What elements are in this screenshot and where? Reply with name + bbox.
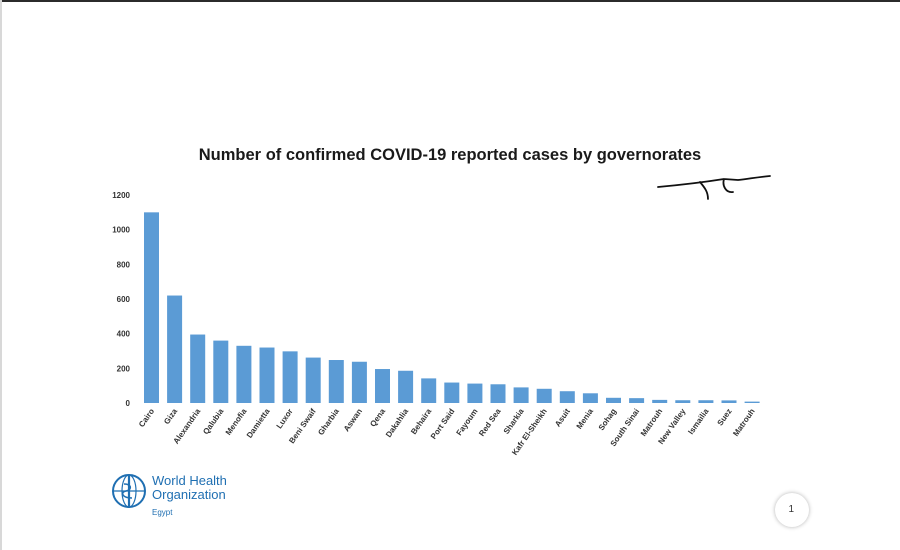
x-tick-label: Qena bbox=[368, 407, 387, 429]
bar bbox=[698, 400, 714, 403]
bar bbox=[536, 388, 552, 403]
page-button[interactable]: 1 bbox=[775, 493, 809, 527]
y-tick-label: 1200 bbox=[112, 191, 130, 200]
bar bbox=[744, 401, 760, 403]
bar bbox=[513, 387, 529, 403]
chart-title: Number of confirmed COVID-19 reported ca… bbox=[198, 146, 702, 164]
bar bbox=[421, 378, 437, 403]
bar bbox=[398, 370, 414, 403]
x-tick-label: Giza bbox=[162, 407, 179, 426]
bar bbox=[282, 351, 298, 403]
who-emblem-icon bbox=[112, 474, 146, 508]
x-tick-label: Cairo bbox=[137, 407, 156, 429]
x-tick-label: Menofia bbox=[224, 407, 249, 437]
bar bbox=[190, 334, 206, 403]
x-tick-label: Behaira bbox=[409, 407, 434, 437]
x-tick-label: Sohag bbox=[597, 407, 618, 432]
x-tick-label: Dakahlia bbox=[384, 407, 411, 440]
bar bbox=[236, 345, 252, 403]
bar bbox=[559, 391, 575, 403]
left-border bbox=[0, 0, 2, 550]
x-tick-label: Suez bbox=[716, 407, 734, 427]
logo-line-2: Organization bbox=[152, 487, 226, 502]
y-axis: 0 200 400 600 800 1000 1200 bbox=[112, 191, 130, 408]
bar bbox=[167, 295, 183, 403]
y-tick-label: 1000 bbox=[112, 226, 130, 235]
bar bbox=[652, 399, 668, 403]
bar bbox=[351, 361, 367, 403]
bar bbox=[305, 357, 321, 403]
bar bbox=[606, 397, 621, 403]
bar bbox=[675, 400, 691, 403]
bar bbox=[467, 383, 483, 403]
y-tick-label: 400 bbox=[117, 330, 131, 339]
x-tick-label: Aswan bbox=[342, 407, 364, 433]
bar bbox=[259, 347, 275, 403]
bar bbox=[490, 384, 506, 403]
y-tick-label: 800 bbox=[117, 260, 131, 269]
bar bbox=[375, 369, 390, 403]
bar bbox=[444, 382, 460, 403]
x-tick-label: Damietta bbox=[245, 407, 272, 440]
x-tick-label: Qalubia bbox=[201, 407, 226, 437]
x-tick-label: Gharbia bbox=[316, 407, 341, 437]
bars-group bbox=[144, 212, 760, 403]
x-tick-label: Asuit bbox=[553, 407, 572, 429]
x-tick-label: Luxor bbox=[275, 407, 295, 430]
signature-icon bbox=[657, 175, 771, 200]
bar bbox=[213, 340, 229, 403]
x-tick-label: Ismailia bbox=[686, 407, 711, 437]
y-tick-label: 600 bbox=[117, 295, 131, 304]
logo-country: Egypt bbox=[152, 508, 173, 517]
bar bbox=[629, 398, 645, 403]
who-logo: World Health Organization Egypt bbox=[110, 472, 240, 532]
x-tick-label: Red Sea bbox=[477, 407, 503, 438]
bar bbox=[582, 393, 598, 403]
y-tick-label: 0 bbox=[126, 399, 131, 408]
x-tick-label: Menia bbox=[575, 407, 596, 431]
bar bbox=[328, 360, 344, 403]
bar bbox=[721, 400, 737, 403]
x-tick-label: Sharkia bbox=[502, 407, 526, 436]
y-tick-label: 200 bbox=[117, 364, 131, 373]
x-axis-labels: Cairo GizaAlexandriaQalubiaMenofiaDamiett… bbox=[137, 407, 757, 457]
logo-line-1: World Health bbox=[152, 473, 227, 488]
x-tick-label: Fayoum bbox=[455, 407, 480, 437]
top-border bbox=[0, 0, 900, 2]
bar bbox=[144, 212, 159, 403]
x-tick-label: Matrouh bbox=[731, 407, 757, 438]
